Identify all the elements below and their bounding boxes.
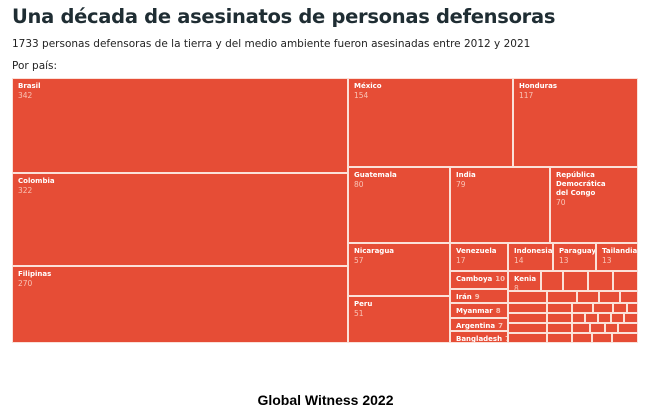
treemap-cell-unlabeled [593,303,613,313]
cell-value: 10 [495,275,506,283]
cell-label: Peru [354,300,373,308]
treemap-cell-unlabeled [588,271,613,291]
cell-label: Honduras [519,82,557,90]
treemap-cell-unlabeled [612,333,638,343]
treemap-cell-unlabeled [508,323,547,333]
source-caption: Global Witness 2022 [257,392,394,408]
cell-value: 57 [354,256,364,265]
treemap-cell: Kenia 8 [508,271,541,291]
treemap-cell: Argentina 7 [450,318,508,331]
cell-label: México [354,82,382,90]
group-label: Por país: [12,60,58,72]
treemap-cell: Paraguay 13 [553,243,596,271]
cell-label: Camboya 10 [456,275,506,283]
cell-label: Indonesia [514,247,553,255]
treemap-cell: Nicaragua 57 [348,243,450,296]
treemap-cell: Irán 9 [450,289,508,303]
cell-label: Myanmar 8 [456,307,501,315]
treemap-cell: Venezuela 17 [450,243,508,271]
cell-value: 322 [18,186,33,195]
cell-value: 9 [474,293,480,301]
treemap-cell-unlabeled [563,271,588,291]
cell-value: 13 [602,256,612,265]
cell-value: 117 [519,91,534,100]
cell-label: India [456,171,476,179]
treemap-cell-unlabeled [572,313,585,323]
treemap-cell-unlabeled [547,323,572,333]
treemap-cell-unlabeled [613,303,627,313]
cell-value: 51 [354,309,364,318]
treemap-cell: Camboya 10 [450,271,508,289]
cell-value: 8 [514,284,519,291]
treemap-cell-unlabeled [541,271,563,291]
treemap-cell-unlabeled [624,313,638,323]
treemap-cell-unlabeled [547,333,572,343]
chart-title: Una década de asesinatos de personas def… [12,5,556,28]
cell-label: Nicaragua [354,247,395,255]
treemap-cell-unlabeled [605,323,618,333]
treemap-cell-unlabeled [611,313,624,323]
treemap-cell-unlabeled [592,333,612,343]
cell-value: 270 [18,279,33,288]
cell-value: 154 [354,91,369,100]
treemap-cell-unlabeled [508,291,547,303]
treemap-cell-unlabeled [590,323,605,333]
treemap-cell: Myanmar 8 [450,303,508,318]
chart-subtitle: 1733 personas defensoras de la tierra y … [12,38,531,50]
treemap-cell-unlabeled [598,313,611,323]
treemap-cell-unlabeled [547,313,572,323]
treemap-cell-unlabeled [599,291,620,303]
cell-value: 8 [495,307,501,315]
treemap-cell-unlabeled [577,291,599,303]
cell-value: 79 [456,180,466,189]
treemap-cell-unlabeled [613,271,638,291]
treemap-cell-unlabeled [585,313,598,323]
treemap-cell: Indonesia 14 [508,243,553,271]
treemap-cell: Bangladesh7 [450,331,508,343]
treemap-cell: Colombia 322 [12,173,348,266]
treemap-cell: México 154 [348,78,513,167]
cell-value: 17 [456,256,466,265]
treemap-cell: Honduras 117 [513,78,638,167]
treemap-cell: Tailandia 13 [596,243,638,271]
cell-label: Guatemala [354,171,397,179]
treemap-cell-unlabeled [547,303,572,313]
treemap-cell: Guatemala 80 [348,167,450,243]
cell-label: Filipinas [18,270,52,278]
cell-label: Irán 9 [456,293,480,301]
cell-label: Tailandia [602,247,638,255]
treemap-cell-unlabeled [508,313,547,323]
cell-label: Argentina 7 [456,322,503,330]
treemap-cell-unlabeled [508,333,547,343]
cell-value: 80 [354,180,364,189]
cell-value: 70 [556,198,566,207]
treemap-cell-unlabeled [572,323,590,333]
treemap-cell-unlabeled [547,291,577,303]
cell-label: Colombia [18,177,55,185]
treemap-cell-unlabeled [620,291,638,303]
treemap-cell-unlabeled [508,303,547,313]
cell-value: 7 [498,322,503,330]
treemap-cell: India 79 [450,167,550,243]
treemap-cell: República Democrática del Congo 70 [550,167,638,243]
cell-label: Venezuela [456,247,497,255]
cell-label: Brasil [18,82,41,90]
cell-label: República Democrática del Congo [556,171,606,197]
cell-label: Kenia [514,275,537,283]
treemap-cell-unlabeled [572,303,593,313]
treemap-cell-unlabeled [572,333,592,343]
treemap-cell: Brasil 342 [12,78,348,173]
cell-label: Paraguay [559,247,596,255]
cell-label: Bangladesh7 [456,335,507,342]
treemap-cell-unlabeled [618,323,638,333]
cell-value: 342 [18,91,33,100]
treemap-cell-unlabeled [627,303,638,313]
treemap-cell: Filipinas 270 [12,266,348,343]
cell-value: 7 [505,335,507,342]
cell-value: 14 [514,256,524,265]
cell-value: 13 [559,256,569,265]
treemap-cell: Peru 51 [348,296,450,343]
